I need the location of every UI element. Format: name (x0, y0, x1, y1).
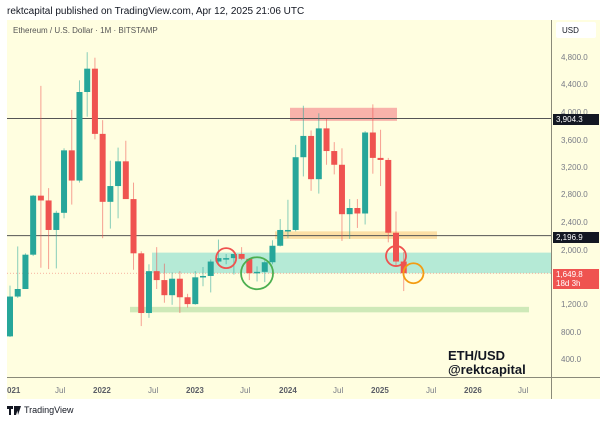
y-tick: 4,400.0 (561, 80, 588, 89)
x-tick: Jul (240, 386, 251, 395)
x-tick: 2022 (93, 386, 111, 395)
annotation-circle (215, 247, 238, 270)
x-tick: Jul (426, 386, 437, 395)
price-axis[interactable]: USD 4,800.0 4,400.0 4,000.0 3,600.0 3,20… (551, 20, 600, 377)
chart-plot-area[interactable]: Ethereum / U.S. Dollar · 1M · BITSTAMP E… (7, 20, 551, 377)
candlestick-chart (7, 52, 551, 338)
support-green-zone (130, 306, 529, 313)
annotation-circle (402, 262, 425, 285)
watermark: ETH/USD @rektcapital (448, 349, 526, 377)
support-orange-zone (275, 231, 437, 239)
current-price: 1,649.8 (556, 270, 583, 279)
annotation-circle (385, 245, 407, 267)
x-tick: Jul (148, 386, 159, 395)
x-tick: Jul (333, 386, 344, 395)
x-tick: 2023 (186, 386, 204, 395)
support-price-label: 2,196.9 (553, 232, 599, 243)
currency-label[interactable]: USD (556, 22, 596, 38)
y-tick: 2,000.0 (561, 246, 588, 255)
tradingview-logo-icon (7, 405, 21, 415)
x-tick: Jul (518, 386, 529, 395)
time-axis[interactable]: 021 Jul 2022 Jul 2023 Jul 2024 Jul 2025 … (7, 377, 600, 399)
current-price-label: 1,649.8 18d 3h (553, 269, 599, 289)
resistance-red-zone (290, 107, 397, 121)
tradingview-logo[interactable]: TradingView (7, 405, 74, 415)
x-tick: 021 (7, 386, 21, 395)
x-tick: 2025 (371, 386, 389, 395)
y-tick: 4,800.0 (561, 53, 588, 62)
x-tick: Jul (55, 386, 66, 395)
y-tick: 2,800.0 (561, 190, 588, 199)
watermark-author: @rektcapital (448, 362, 526, 377)
resistance-price-label: 3,904.3 (553, 114, 599, 125)
y-tick: 800.0 (561, 328, 582, 337)
candle-countdown: 18d 3h (556, 279, 581, 288)
watermark-pair: ETH/USD (448, 348, 506, 363)
x-tick: 2024 (279, 386, 297, 395)
symbol-title[interactable]: Ethereum / U.S. Dollar · 1M · BITSTAMP (13, 26, 158, 35)
y-tick: 3,200.0 (561, 163, 588, 172)
publish-info: rektcapital published on TradingView.com… (7, 6, 305, 17)
axis-divider (551, 377, 552, 399)
annotation-circle (240, 256, 274, 291)
x-tick: 2026 (464, 386, 482, 395)
brand-name: TradingView (24, 405, 74, 415)
y-tick: 3,600.0 (561, 136, 588, 145)
y-tick: 2,400.0 (561, 218, 588, 227)
y-tick: 1,200.0 (561, 300, 588, 309)
y-tick: 400.0 (561, 355, 582, 364)
y-tick: 4,000.0 (561, 108, 588, 117)
